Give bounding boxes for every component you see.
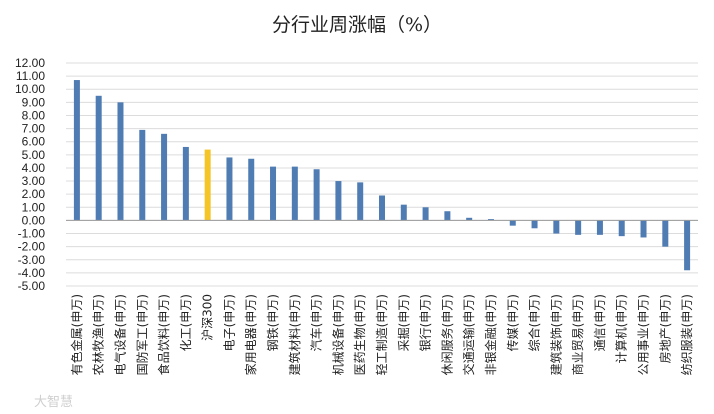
y-tick-label: 1.00 [22, 200, 46, 214]
y-tick-label: 7.00 [22, 122, 46, 136]
y-tick-label: -2.00 [18, 240, 46, 254]
y-tick-label: -4.00 [18, 266, 46, 280]
x-tick-label: 机械设备(申万) [330, 294, 345, 375]
y-tick-label: 2.00 [22, 187, 46, 201]
x-tick-label: 非银金融(申万) [483, 294, 498, 375]
bar [139, 129, 146, 221]
x-tick-label: 传媒(申万) [505, 294, 520, 351]
x-tick-label: 银行(申万) [419, 294, 433, 351]
x-tick-label: 国防军工(申万) [134, 294, 149, 375]
x-tick-label: 公用事业(申万) [637, 294, 651, 375]
x-tick-label: 交通运输(申万) [461, 294, 476, 375]
bars [73, 80, 691, 271]
bar [531, 220, 538, 229]
x-tick-label: 化工(申万) [179, 294, 193, 351]
x-tick-label: 纺织服装(申万) [680, 294, 694, 375]
x-tick-label: 农林牧渔(申万) [92, 294, 106, 375]
bar [684, 220, 691, 271]
x-tick-label: 沪深300 [201, 294, 215, 341]
y-tick-label: -3.00 [18, 253, 46, 267]
x-axis-labels: 有色金属(申万) 农林牧渔(申万) 电气设备(申万) 国防军工(申万) 食品饮料(申万)… [69, 294, 694, 375]
bar [117, 102, 124, 221]
x-tick-label: 商业贸易(申万) [570, 294, 585, 375]
x-tick-label: 建筑材料(申万) [287, 294, 302, 375]
y-tick-label: 6.00 [22, 135, 46, 149]
bar [95, 95, 102, 221]
bar [487, 219, 494, 221]
x-tick-label: 汽车(申万) [309, 294, 324, 351]
x-tick-label: 房地产(申万) [657, 294, 672, 363]
bar [313, 169, 320, 221]
y-tick-label: 11.00 [16, 69, 45, 83]
bar [270, 166, 277, 221]
bar [553, 220, 560, 234]
y-tick-label: 3.00 [22, 174, 46, 188]
bar [182, 146, 189, 221]
bar [248, 158, 255, 221]
y-tick-label: 8.00 [22, 108, 46, 122]
bar [161, 133, 168, 221]
bar [509, 220, 516, 226]
x-tick-label: 钢铁(申万) [266, 294, 280, 351]
y-axis: 12.0011.0010.009.008.007.006.005.004.003… [15, 56, 45, 293]
x-tick-label: 综合(申万) [527, 294, 542, 351]
y-tick-label: 10.00 [15, 82, 45, 96]
y-tick-label: 4.00 [22, 161, 46, 175]
bar [357, 182, 364, 221]
bar [618, 220, 625, 237]
x-tick-label: 食品饮料(申万) [156, 294, 171, 375]
bar [575, 220, 582, 235]
y-tick-label: 12.00 [15, 56, 45, 70]
x-tick-label: 医药生物(申万) [353, 294, 367, 375]
bar [73, 80, 80, 221]
bar [335, 181, 342, 221]
x-tick-label: 家用电器(申万) [243, 294, 258, 375]
bar [291, 166, 298, 221]
bar [400, 204, 407, 221]
x-tick-label: 电气设备(申万) [112, 294, 127, 375]
bar [466, 217, 473, 221]
x-tick-label: 休闲服务(申万) [439, 294, 454, 375]
bar [204, 149, 211, 221]
bar [596, 220, 603, 235]
gridlines [66, 62, 698, 287]
x-tick-label: 建筑装饰(申万) [548, 294, 563, 375]
watermark-text: 大智慧 [34, 394, 73, 410]
bar [640, 220, 647, 238]
x-tick-label: 通信(申万) [593, 294, 607, 351]
x-tick-label: 轻工制造(申万) [375, 294, 389, 375]
y-tick-label: 9.00 [22, 95, 46, 109]
x-tick-label: 采掘(申万) [396, 294, 411, 351]
y-tick-label: -1.00 [18, 227, 46, 241]
bar [444, 211, 451, 221]
y-tick-label: -5.00 [18, 279, 46, 293]
x-tick-label: 有色金属(申万) [69, 294, 84, 375]
y-tick-label: 0.00 [22, 213, 46, 227]
y-tick-label: 5.00 [22, 148, 46, 162]
bar [379, 195, 385, 221]
x-tick-label: 电子(申万) [222, 294, 236, 351]
bar [422, 207, 429, 221]
bar [662, 220, 669, 247]
chart-title: 分行业周涨幅（%） [272, 14, 442, 36]
bar [226, 157, 233, 221]
x-tick-label: 计算机(申万) [614, 294, 629, 363]
